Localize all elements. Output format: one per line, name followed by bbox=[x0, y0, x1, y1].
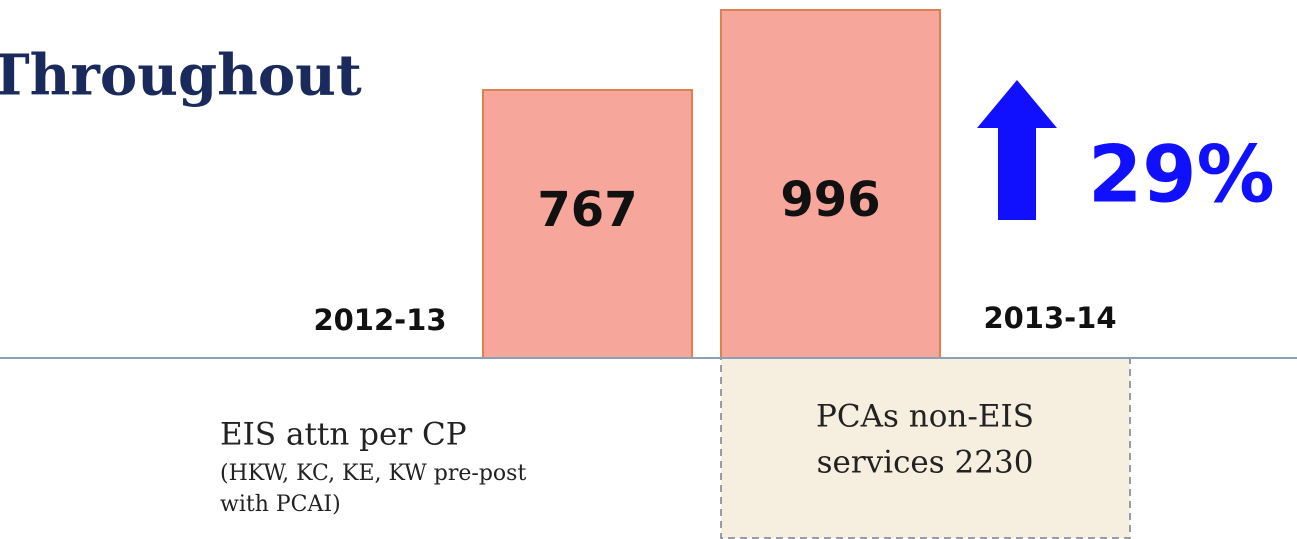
up-arrow bbox=[977, 80, 1057, 220]
data-label: 996 bbox=[780, 172, 880, 228]
category-label: 2013-14 bbox=[983, 301, 1116, 335]
note-detail: (HKW, KC, KE, KW pre-post bbox=[220, 461, 526, 486]
note-title: EIS attn per CP bbox=[220, 417, 467, 453]
note-detail: with PCAI) bbox=[220, 492, 341, 517]
box-text: services 2230 bbox=[817, 445, 1034, 481]
data-label: 767 bbox=[537, 182, 637, 238]
category-label: 2012-13 bbox=[313, 303, 446, 337]
chart-title: Throughout bbox=[0, 43, 362, 109]
change-annotation: 29% bbox=[1088, 130, 1275, 220]
note-box bbox=[720, 357, 1131, 539]
box-text: PCAs non-EIS bbox=[816, 399, 1034, 435]
bar bbox=[482, 89, 693, 359]
